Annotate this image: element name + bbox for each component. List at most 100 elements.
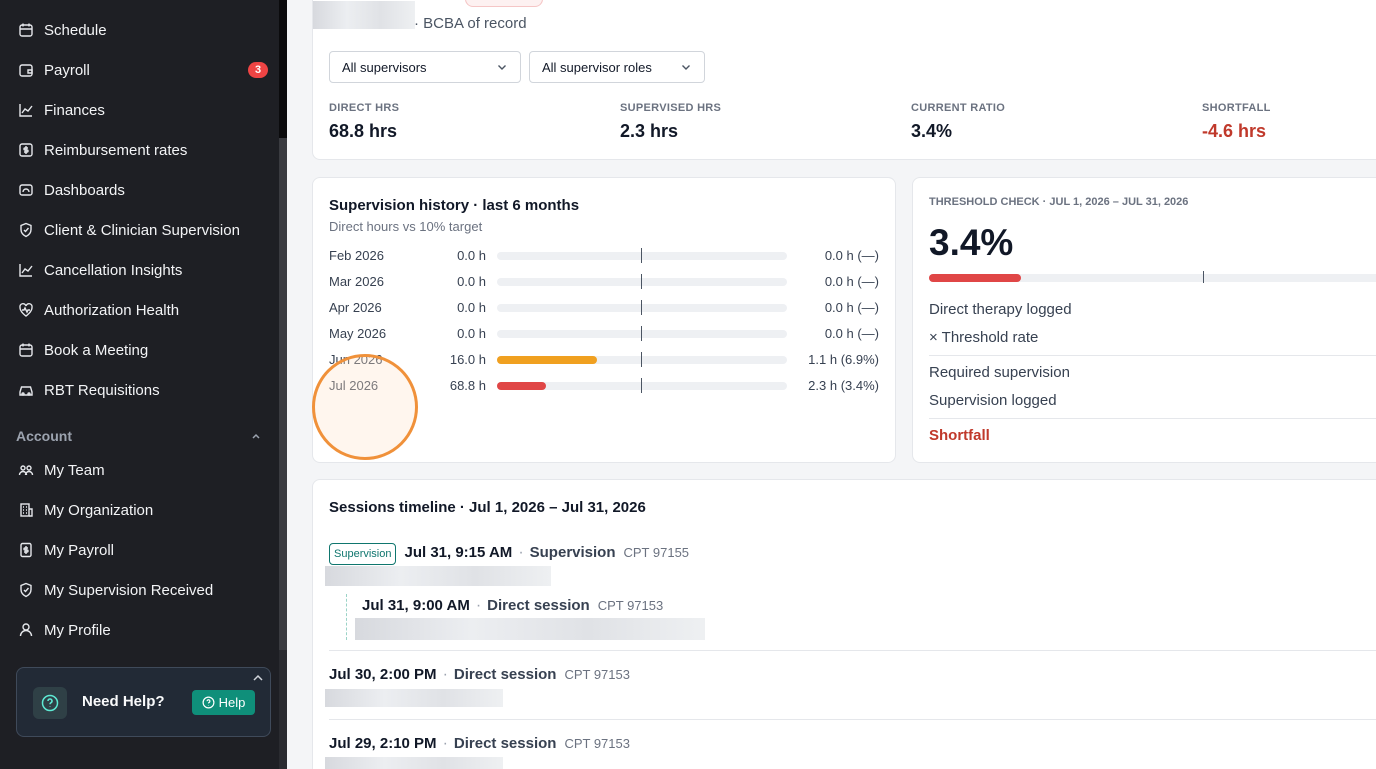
history-row: Apr 2026 0.0 h 0.0 h (—) bbox=[329, 298, 879, 318]
history-bar bbox=[497, 248, 787, 263]
sidebar-item-dashboards[interactable]: Dashboards bbox=[18, 176, 268, 204]
history-bar bbox=[497, 274, 787, 289]
history-bar bbox=[497, 378, 787, 393]
session-row[interactable]: Jul 29, 2:10 PM · Direct session CPT 971… bbox=[329, 735, 630, 753]
history-bar bbox=[497, 326, 787, 341]
sidebar-item-my-payroll[interactable]: My Payroll bbox=[18, 536, 268, 564]
help-card: Need Help? Help bbox=[16, 667, 271, 737]
role-filter[interactable]: All supervisor roles bbox=[529, 51, 705, 83]
sidebar-item-label: My Organization bbox=[44, 501, 154, 519]
sidebar-item-schedule[interactable]: Schedule bbox=[18, 16, 268, 44]
stat-supervised-value: 2.3 hrs bbox=[620, 121, 679, 141]
supervision-tag: Supervision bbox=[329, 543, 397, 565]
sidebar-item-cancellation-insights[interactable]: Cancellation Insights bbox=[18, 256, 268, 284]
supervisor-filter[interactable]: All supervisors bbox=[329, 51, 521, 83]
bcba-of-record: · BCBA of record bbox=[414, 15, 527, 32]
history-target-marker bbox=[641, 274, 642, 289]
question-circle-icon bbox=[202, 696, 215, 709]
history-supervised: 0.0 h (—) bbox=[824, 326, 879, 341]
history-row: Jun 2026 16.0 h 1.1 h (6.9%) bbox=[329, 350, 879, 370]
history-supervised: 0.0 h (—) bbox=[824, 274, 879, 289]
timeline-card: Sessions timeline · Jul 1, 2026 – Jul 31… bbox=[312, 479, 1376, 769]
threshold-value: 3.4% bbox=[929, 222, 1014, 263]
summary-card: · BCBA of record All supervisors All sup… bbox=[312, 0, 1376, 160]
help-question-icon bbox=[33, 687, 67, 719]
heart-pulse-icon bbox=[19, 302, 33, 317]
stat-ratio-label: CURRENT RATIO bbox=[911, 102, 1006, 114]
history-month: Feb 2026 bbox=[329, 248, 384, 263]
history-subtitle: Direct hours vs 10% target bbox=[329, 219, 483, 234]
sidebar: Schedule Payroll 3 Finances Reimbursemen… bbox=[0, 0, 279, 769]
chevron-up-icon[interactable] bbox=[250, 670, 266, 686]
help-button-label: Help bbox=[218, 695, 246, 710]
history-supervised: 0.0 h (—) bbox=[824, 248, 879, 263]
history-target-marker bbox=[641, 300, 642, 315]
sidebar-item-label: Client & Clinician Supervision bbox=[44, 221, 240, 239]
shield-icon bbox=[20, 582, 32, 598]
session-cpt: CPT 97153 bbox=[564, 736, 630, 751]
wallet-icon bbox=[19, 64, 33, 77]
sidebar-scrollbar-thumb[interactable] bbox=[279, 138, 287, 650]
sidebar-item-label: My Profile bbox=[44, 621, 111, 639]
dollar-doc-icon bbox=[19, 143, 33, 157]
sidebar-item-my-supervision-received[interactable]: My Supervision Received bbox=[18, 576, 268, 604]
sidebar-item-label: My Supervision Received bbox=[44, 581, 214, 599]
team-icon bbox=[18, 465, 34, 476]
history-supervised: 2.3 h (3.4%) bbox=[808, 378, 879, 393]
sidebar-item-label: Cancellation Insights bbox=[44, 261, 183, 279]
sidebar-item-my-team[interactable]: My Team bbox=[18, 456, 268, 484]
history-bar-fill bbox=[497, 382, 547, 390]
divider bbox=[929, 418, 1376, 419]
sidebar-item-my-organization[interactable]: My Organization bbox=[18, 496, 268, 524]
calendar-icon bbox=[19, 343, 33, 357]
threshold-row-direct: Direct therapy logged bbox=[929, 301, 1072, 318]
sidebar-item-payroll[interactable]: Payroll 3 bbox=[18, 56, 268, 84]
sidebar-item-label: Schedule bbox=[44, 21, 107, 39]
history-hours: 0.0 h bbox=[457, 300, 486, 315]
history-target-marker bbox=[641, 378, 642, 393]
help-button[interactable]: Help bbox=[192, 690, 255, 715]
chevron-up-icon bbox=[252, 433, 260, 439]
main-content: · BCBA of record All supervisors All sup… bbox=[287, 0, 1376, 769]
session-row[interactable]: Jul 31, 9:00 AM · Direct session CPT 971… bbox=[362, 597, 663, 615]
payroll-badge: 3 bbox=[248, 62, 268, 78]
separator-dot: · bbox=[518, 544, 524, 561]
history-month: Mar 2026 bbox=[329, 274, 384, 289]
stat-direct-label: DIRECT HRS bbox=[329, 102, 400, 114]
separator-dot: · bbox=[442, 735, 448, 752]
history-bar bbox=[497, 300, 787, 315]
sidebar-item-client-clinician-supervision[interactable]: Client & Clinician Supervision bbox=[18, 216, 268, 244]
sidebar-item-label: Dashboards bbox=[44, 181, 125, 199]
help-title: Need Help? bbox=[82, 693, 165, 710]
session-cpt: CPT 97153 bbox=[564, 667, 630, 682]
threshold-row-rate: × Threshold rate bbox=[929, 329, 1039, 346]
separator-dot: · bbox=[442, 666, 448, 683]
sidebar-item-label: Authorization Health bbox=[44, 301, 180, 319]
session-type: Direct session bbox=[453, 735, 557, 752]
sidebar-scrollbar-top bbox=[279, 0, 287, 138]
account-section-toggle[interactable]: Account bbox=[16, 428, 262, 444]
history-hours: 68.8 h bbox=[449, 378, 486, 393]
sidebar-item-reimbursement-rates[interactable]: Reimbursement rates bbox=[18, 136, 268, 164]
session-type: Direct session bbox=[453, 666, 557, 683]
sidebar-item-book-a-meeting[interactable]: Book a Meeting bbox=[18, 336, 268, 364]
redacted-client bbox=[325, 566, 551, 586]
sidebar-item-label: Payroll bbox=[44, 61, 90, 79]
threshold-title: THRESHOLD CHECK · JUL 1, 2026 – JUL 31, … bbox=[929, 196, 1189, 208]
session-time: Jul 31, 9:00 AM bbox=[362, 597, 470, 614]
session-row[interactable]: Supervision Jul 31, 9:15 AM · Supervisio… bbox=[329, 543, 689, 565]
sidebar-item-label: Book a Meeting bbox=[44, 341, 149, 359]
shield-icon bbox=[20, 222, 32, 238]
divider bbox=[329, 719, 1376, 720]
session-cpt: CPT 97153 bbox=[597, 598, 664, 613]
stat-direct-value: 68.8 hrs bbox=[329, 121, 398, 141]
threshold-card: THRESHOLD CHECK · JUL 1, 2026 – JUL 31, … bbox=[912, 177, 1376, 463]
session-row[interactable]: Jul 30, 2:00 PM · Direct session CPT 971… bbox=[329, 666, 630, 684]
sidebar-item-finances[interactable]: Finances bbox=[18, 96, 268, 124]
sidebar-item-rbt-requisitions[interactable]: RBT Requisitions bbox=[18, 376, 268, 404]
sidebar-item-label: My Team bbox=[44, 461, 105, 479]
session-cpt: CPT 97155 bbox=[623, 545, 690, 560]
history-hours: 0.0 h bbox=[457, 326, 486, 341]
sidebar-item-authorization-health[interactable]: Authorization Health bbox=[18, 296, 268, 324]
sidebar-item-my-profile[interactable]: My Profile bbox=[18, 616, 268, 644]
